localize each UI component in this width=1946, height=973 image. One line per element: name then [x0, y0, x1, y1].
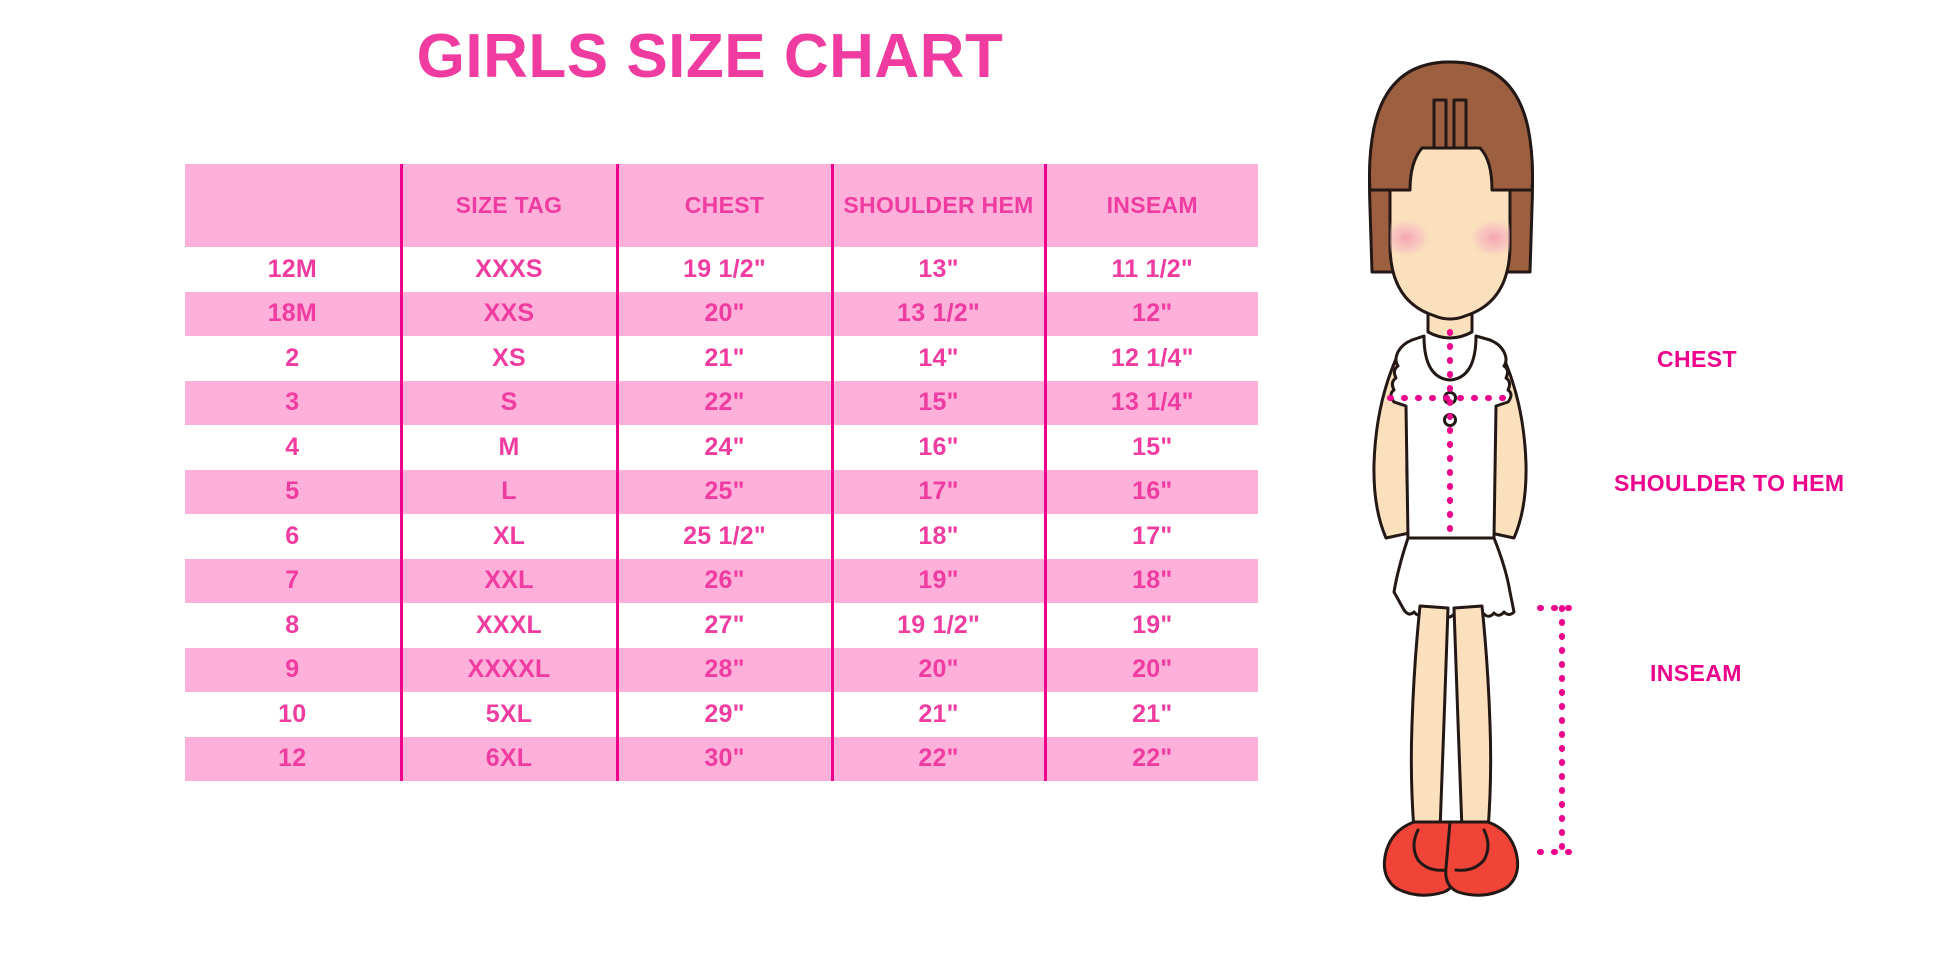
table-row: 2 XS 21" 14" 12 1/4" [185, 336, 1258, 381]
cell-size: 18M [185, 291, 401, 336]
cell-size: 8 [185, 603, 401, 648]
cell-inseam: 22" [1043, 736, 1258, 781]
cell-size-tag: XS [399, 336, 617, 381]
table-header-row: SIZE TAG CHEST SHOULDER HEM INSEAM [185, 164, 1258, 247]
cell-shoulder-hem: 19" [830, 558, 1045, 603]
size-chart-table: SIZE TAG CHEST SHOULDER HEM INSEAM 12M XX… [185, 164, 1258, 781]
cell-inseam: 16" [1043, 469, 1258, 514]
cell-size-tag: XL [399, 514, 617, 559]
cell-size-tag: L [399, 469, 617, 514]
size-chart-table-container: SIZE TAG CHEST SHOULDER HEM INSEAM 12M XX… [185, 164, 1258, 916]
cell-shoulder-hem: 18" [830, 514, 1045, 559]
cell-size: 4 [185, 425, 401, 470]
cell-shoulder-hem: 13" [830, 247, 1045, 292]
cell-size: 9 [185, 647, 401, 692]
girl-figure-illustration [1330, 40, 1660, 930]
table-row: 10 5XL 29" 21" 21" [185, 692, 1258, 737]
cell-chest: 19 1/2" [615, 247, 832, 292]
cell-shoulder-hem: 22" [830, 736, 1045, 781]
table-row: 3 S 22" 15" 13 1/4" [185, 380, 1258, 425]
table-row: 4 M 24" 16" 15" [185, 425, 1258, 470]
cell-inseam: 20" [1043, 647, 1258, 692]
table-row: 12M XXXS 19 1/2" 13" 11 1/2" [185, 247, 1258, 292]
cell-inseam: 13 1/4" [1043, 380, 1258, 425]
blush-right [1468, 218, 1510, 258]
cell-size-tag: XXXXL [399, 647, 617, 692]
cell-size: 5 [185, 469, 401, 514]
cell-shoulder-hem: 16" [830, 425, 1045, 470]
cell-shoulder-hem: 20" [830, 647, 1045, 692]
cell-chest: 28" [615, 647, 832, 692]
cell-chest: 25 1/2" [615, 514, 832, 559]
cell-size-tag: 6XL [399, 736, 617, 781]
cell-shoulder-hem: 15" [830, 380, 1045, 425]
table-row: 18M XXS 20" 13 1/2" 12" [185, 291, 1258, 336]
cell-inseam: 12 1/4" [1043, 336, 1258, 381]
bangs-icon [1368, 60, 1534, 192]
cell-size: 3 [185, 380, 401, 425]
cell-chest: 24" [615, 425, 832, 470]
column-header-chest: CHEST [615, 164, 832, 247]
shoe-icon [1382, 820, 1520, 897]
page-title: GIRLS SIZE CHART [416, 22, 1004, 91]
blush-left [1390, 218, 1432, 258]
table-body: 12M XXXS 19 1/2" 13" 11 1/2" 18M XXS 20" 13 1/2"… [185, 247, 1258, 781]
cell-size: 12 [185, 736, 401, 781]
cell-size-tag: XXL [399, 558, 617, 603]
cell-size-tag: M [399, 425, 617, 470]
cell-inseam: 21" [1043, 692, 1258, 737]
cell-size-tag: XXXL [399, 603, 617, 648]
cell-shoulder-hem: 13 1/2" [830, 291, 1045, 336]
cell-inseam: 12" [1043, 291, 1258, 336]
table-row: 12 6XL 30" 22" 22" [185, 736, 1258, 781]
column-header-size [185, 164, 401, 247]
cell-chest: 25" [615, 469, 832, 514]
cell-size-tag: S [399, 380, 617, 425]
cell-size-tag: 5XL [399, 692, 617, 737]
label-shoulder-to-hem: SHOULDER TO HEM [1614, 470, 1845, 496]
cell-size: 7 [185, 558, 401, 603]
cell-size: 10 [185, 692, 401, 737]
table-row: 7 XXL 26" 19" 18" [185, 558, 1258, 603]
cell-chest: 29" [615, 692, 832, 737]
cell-chest: 21" [615, 336, 832, 381]
table-header: SIZE TAG CHEST SHOULDER HEM INSEAM [185, 164, 1258, 247]
tank-top [1389, 334, 1513, 540]
column-header-inseam: INSEAM [1043, 164, 1258, 247]
table-row: 8 XXXL 27" 19 1/2" 19" [185, 603, 1258, 648]
cell-chest: 22" [615, 380, 832, 425]
cell-chest: 20" [615, 291, 832, 336]
cell-inseam: 15" [1043, 425, 1258, 470]
face [1388, 146, 1512, 321]
cell-size: 12M [185, 247, 401, 292]
cell-shoulder-hem: 19 1/2" [830, 603, 1045, 648]
legs [1409, 604, 1493, 832]
column-header-size-tag: SIZE TAG [399, 164, 617, 247]
cell-chest: 30" [615, 736, 832, 781]
cell-inseam: 18" [1043, 558, 1258, 603]
cell-chest: 26" [615, 558, 832, 603]
cell-size-tag: XXS [399, 291, 617, 336]
cell-shoulder-hem: 14" [830, 336, 1045, 381]
cell-chest: 27" [615, 603, 832, 648]
cell-shoulder-hem: 17" [830, 469, 1045, 514]
cell-inseam: 17" [1043, 514, 1258, 559]
cell-inseam: 19" [1043, 603, 1258, 648]
cell-shoulder-hem: 21" [830, 692, 1045, 737]
table-row: 5 L 25" 17" 16" [185, 469, 1258, 514]
cell-inseam: 11 1/2" [1043, 247, 1258, 292]
cell-size: 6 [185, 514, 401, 559]
measurement-guides [1387, 329, 1585, 855]
cell-size: 2 [185, 336, 401, 381]
column-header-shoulder-hem: SHOULDER HEM [830, 164, 1045, 247]
label-inseam: INSEAM [1650, 660, 1742, 686]
label-chest: CHEST [1657, 346, 1737, 372]
ruffled-skirt [1392, 536, 1516, 619]
table-row: 9 XXXXL 28" 20" 20" [185, 647, 1258, 692]
cell-size-tag: XXXS [399, 247, 617, 292]
table-row: 6 XL 25 1/2" 18" 17" [185, 514, 1258, 559]
